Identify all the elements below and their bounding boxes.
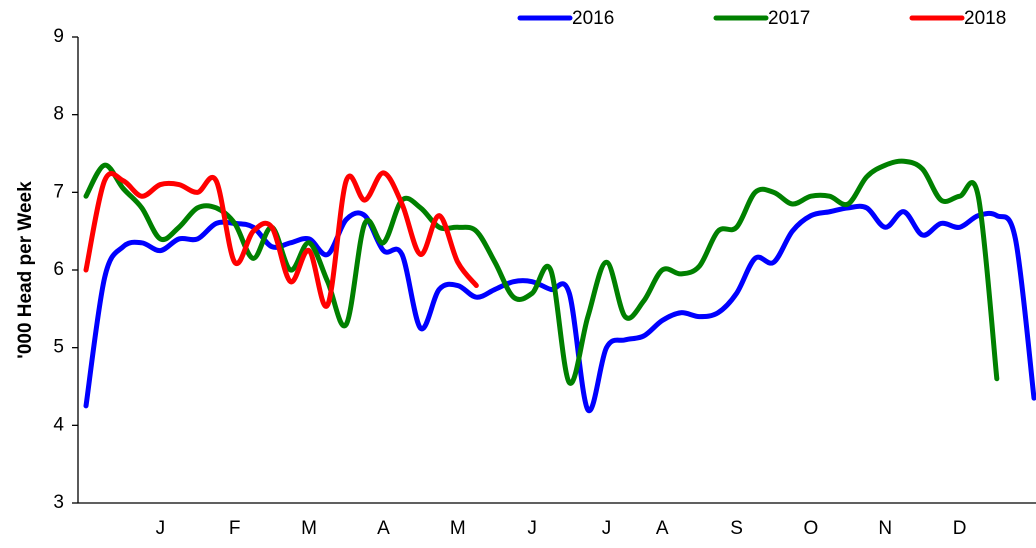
x-tick-label: J: [602, 518, 612, 539]
y-tick-label: 8: [53, 104, 64, 125]
line-series: [83, 170, 479, 309]
x-tick-label: O: [804, 518, 819, 539]
x-tick-label: M: [450, 518, 466, 539]
x-tick-label: D: [953, 518, 967, 539]
legend-label: 2017: [768, 8, 810, 29]
x-tick-label: J: [527, 518, 537, 539]
y-tick-label: 7: [53, 181, 64, 202]
x-tick-label: J: [156, 518, 166, 539]
y-axis-label: '000 Head per Week: [15, 181, 36, 359]
x-tick-label: A: [656, 518, 669, 539]
y-tick-label: 9: [53, 26, 64, 47]
legend-label: 2016: [572, 8, 614, 29]
y-tick-label: 6: [53, 259, 64, 280]
y-tick-label: 4: [53, 414, 64, 435]
y-tick-label: 5: [53, 337, 64, 358]
x-tick-label: N: [878, 518, 892, 539]
line-series: [83, 203, 1036, 414]
legend-label: 2018: [964, 8, 1006, 29]
x-tick-label: M: [301, 518, 317, 539]
x-tick-label: S: [730, 518, 743, 539]
line-series: [83, 158, 1000, 386]
x-tick-label: F: [229, 518, 241, 539]
y-tick-label: 3: [53, 492, 64, 513]
x-tick-label: A: [377, 518, 390, 539]
